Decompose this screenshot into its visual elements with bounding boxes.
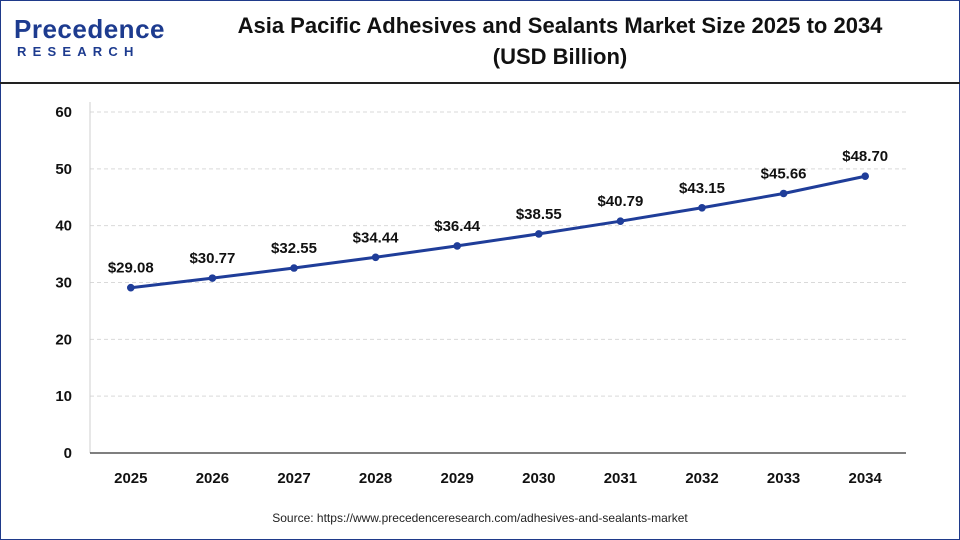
chart-title: Asia Pacific Adhesives and Sealants Mark… bbox=[180, 10, 940, 72]
x-tick-label: 2030 bbox=[522, 470, 555, 487]
data-point bbox=[290, 264, 298, 272]
chart-title-line2: (USD Billion) bbox=[492, 44, 628, 69]
source-note: Source: https://www.precedenceresearch.c… bbox=[272, 511, 688, 525]
data-point bbox=[779, 189, 788, 198]
x-tick-label: 2029 bbox=[441, 470, 474, 487]
data-point bbox=[535, 230, 543, 238]
data-point bbox=[698, 203, 706, 212]
data-point bbox=[208, 274, 217, 282]
data-point bbox=[453, 242, 462, 250]
data-label: $32.55 bbox=[271, 240, 317, 257]
x-tick-label: 2032 bbox=[685, 470, 718, 487]
data-label: $40.79 bbox=[597, 193, 643, 210]
data-label: $43.15 bbox=[679, 180, 725, 197]
x-tick-label: 2028 bbox=[359, 470, 392, 487]
x-tick-label: 2034 bbox=[849, 470, 883, 487]
data-label: $29.08 bbox=[108, 260, 154, 277]
data-label: $38.55 bbox=[516, 206, 562, 223]
data-point bbox=[861, 172, 869, 181]
data-label: $36.44 bbox=[434, 218, 481, 235]
x-tick-label: 2031 bbox=[604, 470, 637, 487]
x-tick-label: 2025 bbox=[114, 470, 147, 487]
data-point bbox=[371, 253, 380, 262]
x-tick-label: 2033 bbox=[767, 470, 800, 487]
chart-title-line1: Asia Pacific Adhesives and Sealants Mark… bbox=[237, 13, 883, 38]
brand-logo: Precedence RESEARCH bbox=[14, 14, 164, 64]
y-tick-label: 0 bbox=[64, 445, 72, 462]
series-line bbox=[130, 174, 866, 290]
data-point bbox=[616, 217, 625, 225]
data-label: $34.44 bbox=[353, 229, 400, 246]
data-label: $45.66 bbox=[761, 165, 807, 182]
y-tick-label: 30 bbox=[55, 275, 72, 292]
logo-subtitle: RESEARCH bbox=[17, 44, 140, 59]
y-tick-label: 10 bbox=[55, 388, 72, 405]
y-tick-label: 40 bbox=[55, 218, 72, 235]
data-label: $30.77 bbox=[189, 250, 235, 267]
y-tick-label: 60 bbox=[55, 104, 72, 121]
x-tick-label: 2027 bbox=[277, 470, 310, 487]
y-tick-label: 50 bbox=[55, 161, 72, 178]
x-tick-label: 2026 bbox=[196, 470, 229, 487]
data-point bbox=[127, 283, 135, 292]
logo-wordmark: Precedence bbox=[14, 14, 165, 44]
header: Precedence RESEARCH Asia Pacific Adhesiv… bbox=[0, 0, 960, 84]
data-label: $48.70 bbox=[842, 148, 888, 165]
y-tick-label: 20 bbox=[55, 331, 72, 348]
